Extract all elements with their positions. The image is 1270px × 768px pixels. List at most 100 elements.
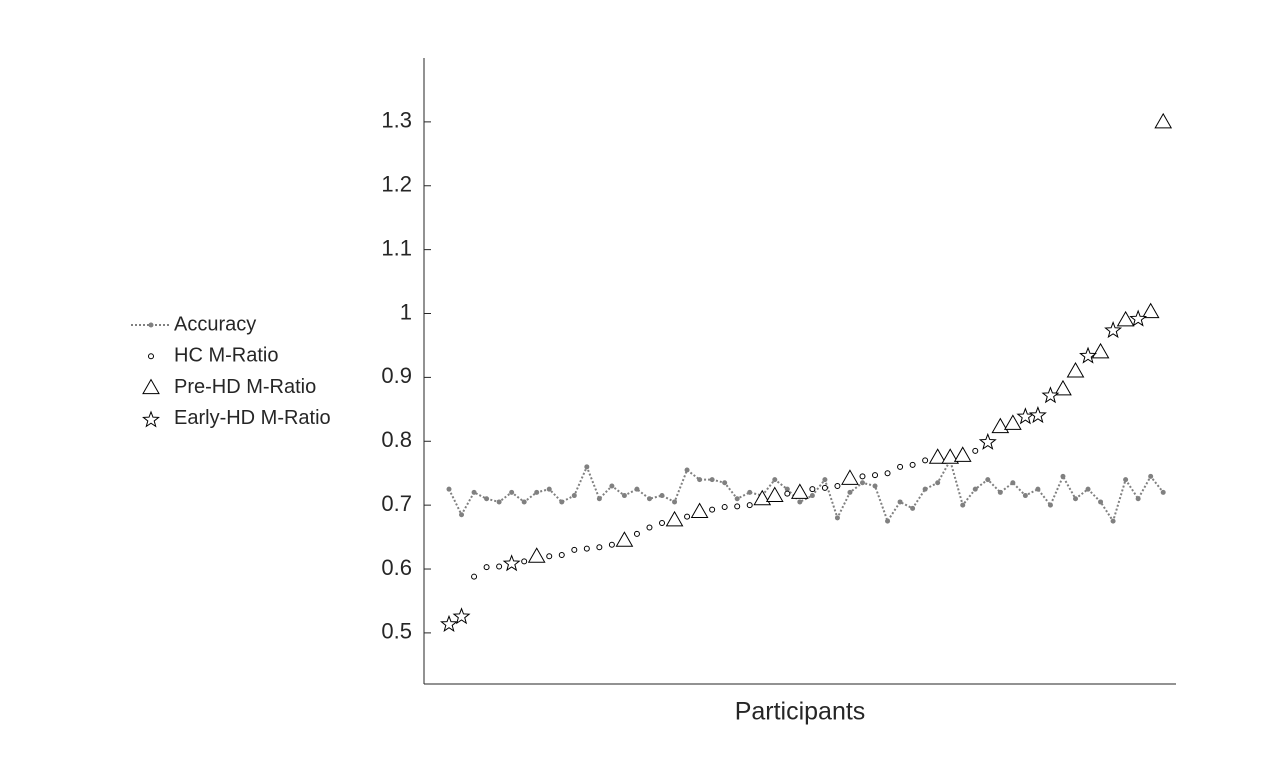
data-point — [633, 530, 640, 537]
data-point — [928, 448, 947, 464]
data-point — [784, 490, 791, 497]
data-point — [1098, 499, 1104, 505]
x-axis-label: Participants — [735, 698, 866, 726]
data-point — [1085, 486, 1091, 492]
data-point — [484, 496, 490, 502]
data-point — [527, 547, 546, 563]
data-point — [496, 563, 503, 570]
data-point — [559, 499, 565, 505]
legend-label: Early-HD M-Ratio — [174, 407, 331, 429]
data-point — [596, 496, 602, 502]
data-point — [734, 503, 741, 510]
data-point — [1010, 480, 1016, 486]
data-point — [991, 417, 1010, 434]
legend-label: HC M-Ratio — [174, 345, 278, 367]
data-point — [1028, 406, 1047, 424]
data-point — [834, 515, 840, 521]
data-point — [709, 506, 716, 513]
data-point — [960, 502, 966, 508]
data-point — [546, 553, 553, 560]
data-point — [672, 499, 678, 505]
data-point — [1022, 493, 1028, 499]
data-point — [1104, 321, 1123, 339]
data-point — [972, 486, 978, 492]
y-tick-label: 1.2 — [381, 172, 412, 197]
data-point — [684, 467, 690, 473]
data-point — [1129, 309, 1148, 327]
data-point — [834, 482, 841, 489]
data-point — [847, 489, 853, 495]
data-point — [665, 510, 684, 527]
data-point — [1079, 346, 1097, 364]
data-point — [659, 493, 665, 499]
data-point — [646, 524, 653, 531]
data-point — [596, 544, 603, 551]
data-point — [822, 477, 828, 483]
data-point — [922, 457, 929, 464]
data-point — [1160, 489, 1166, 495]
legend-marker — [142, 410, 160, 428]
data-point — [546, 486, 552, 492]
data-point — [753, 489, 772, 506]
data-point — [790, 483, 809, 499]
data-point — [621, 493, 627, 499]
data-point — [884, 470, 891, 477]
data-point — [1091, 342, 1110, 359]
data-point — [521, 499, 527, 505]
data-point — [985, 477, 991, 483]
data-point — [709, 477, 715, 483]
y-tick-label: 1.3 — [381, 108, 412, 133]
data-point — [765, 486, 784, 503]
y-tick-label: 0.9 — [381, 363, 412, 388]
data-point — [841, 469, 859, 485]
data-point — [459, 512, 465, 518]
data-point — [872, 472, 879, 479]
data-point — [897, 463, 904, 470]
data-point — [859, 473, 866, 480]
data-point — [1047, 502, 1053, 508]
data-point — [721, 504, 728, 511]
y-tick-label: 1.1 — [381, 235, 412, 260]
data-point — [483, 564, 490, 571]
data-point — [953, 446, 972, 462]
data-point — [502, 554, 521, 572]
data-point — [1073, 496, 1078, 502]
data-point — [872, 483, 878, 489]
data-point — [509, 489, 515, 495]
data-point — [452, 607, 471, 625]
data-point — [747, 489, 753, 495]
data-point — [859, 480, 865, 486]
data-point — [1148, 473, 1154, 479]
data-point — [584, 464, 590, 470]
data-point — [1060, 473, 1066, 479]
data-point — [784, 486, 790, 492]
data-point — [571, 493, 577, 499]
data-point — [797, 499, 803, 505]
data-point — [659, 520, 666, 527]
data-point — [746, 502, 753, 509]
data-point — [997, 489, 1003, 495]
legend-marker — [148, 353, 154, 360]
data-point — [1110, 518, 1116, 524]
data-point — [571, 546, 578, 553]
data-point — [897, 499, 903, 505]
data-point — [521, 558, 528, 565]
data-point — [1141, 302, 1160, 319]
data-point — [772, 477, 778, 483]
y-tick-label: 1 — [400, 299, 412, 324]
data-point — [1041, 386, 1060, 404]
data-point — [609, 483, 615, 489]
data-point — [534, 489, 540, 495]
y-tick-label: 0.6 — [381, 555, 412, 580]
legend-marker — [148, 322, 154, 328]
data-point — [909, 461, 916, 468]
legend-marker — [142, 378, 160, 395]
data-point — [496, 499, 502, 505]
legend-label: Pre-HD M-Ratio — [174, 376, 316, 398]
data-point — [471, 573, 478, 580]
data-point — [722, 480, 728, 486]
data-point — [978, 432, 997, 450]
data-point — [471, 489, 477, 495]
data-point — [1154, 112, 1173, 129]
